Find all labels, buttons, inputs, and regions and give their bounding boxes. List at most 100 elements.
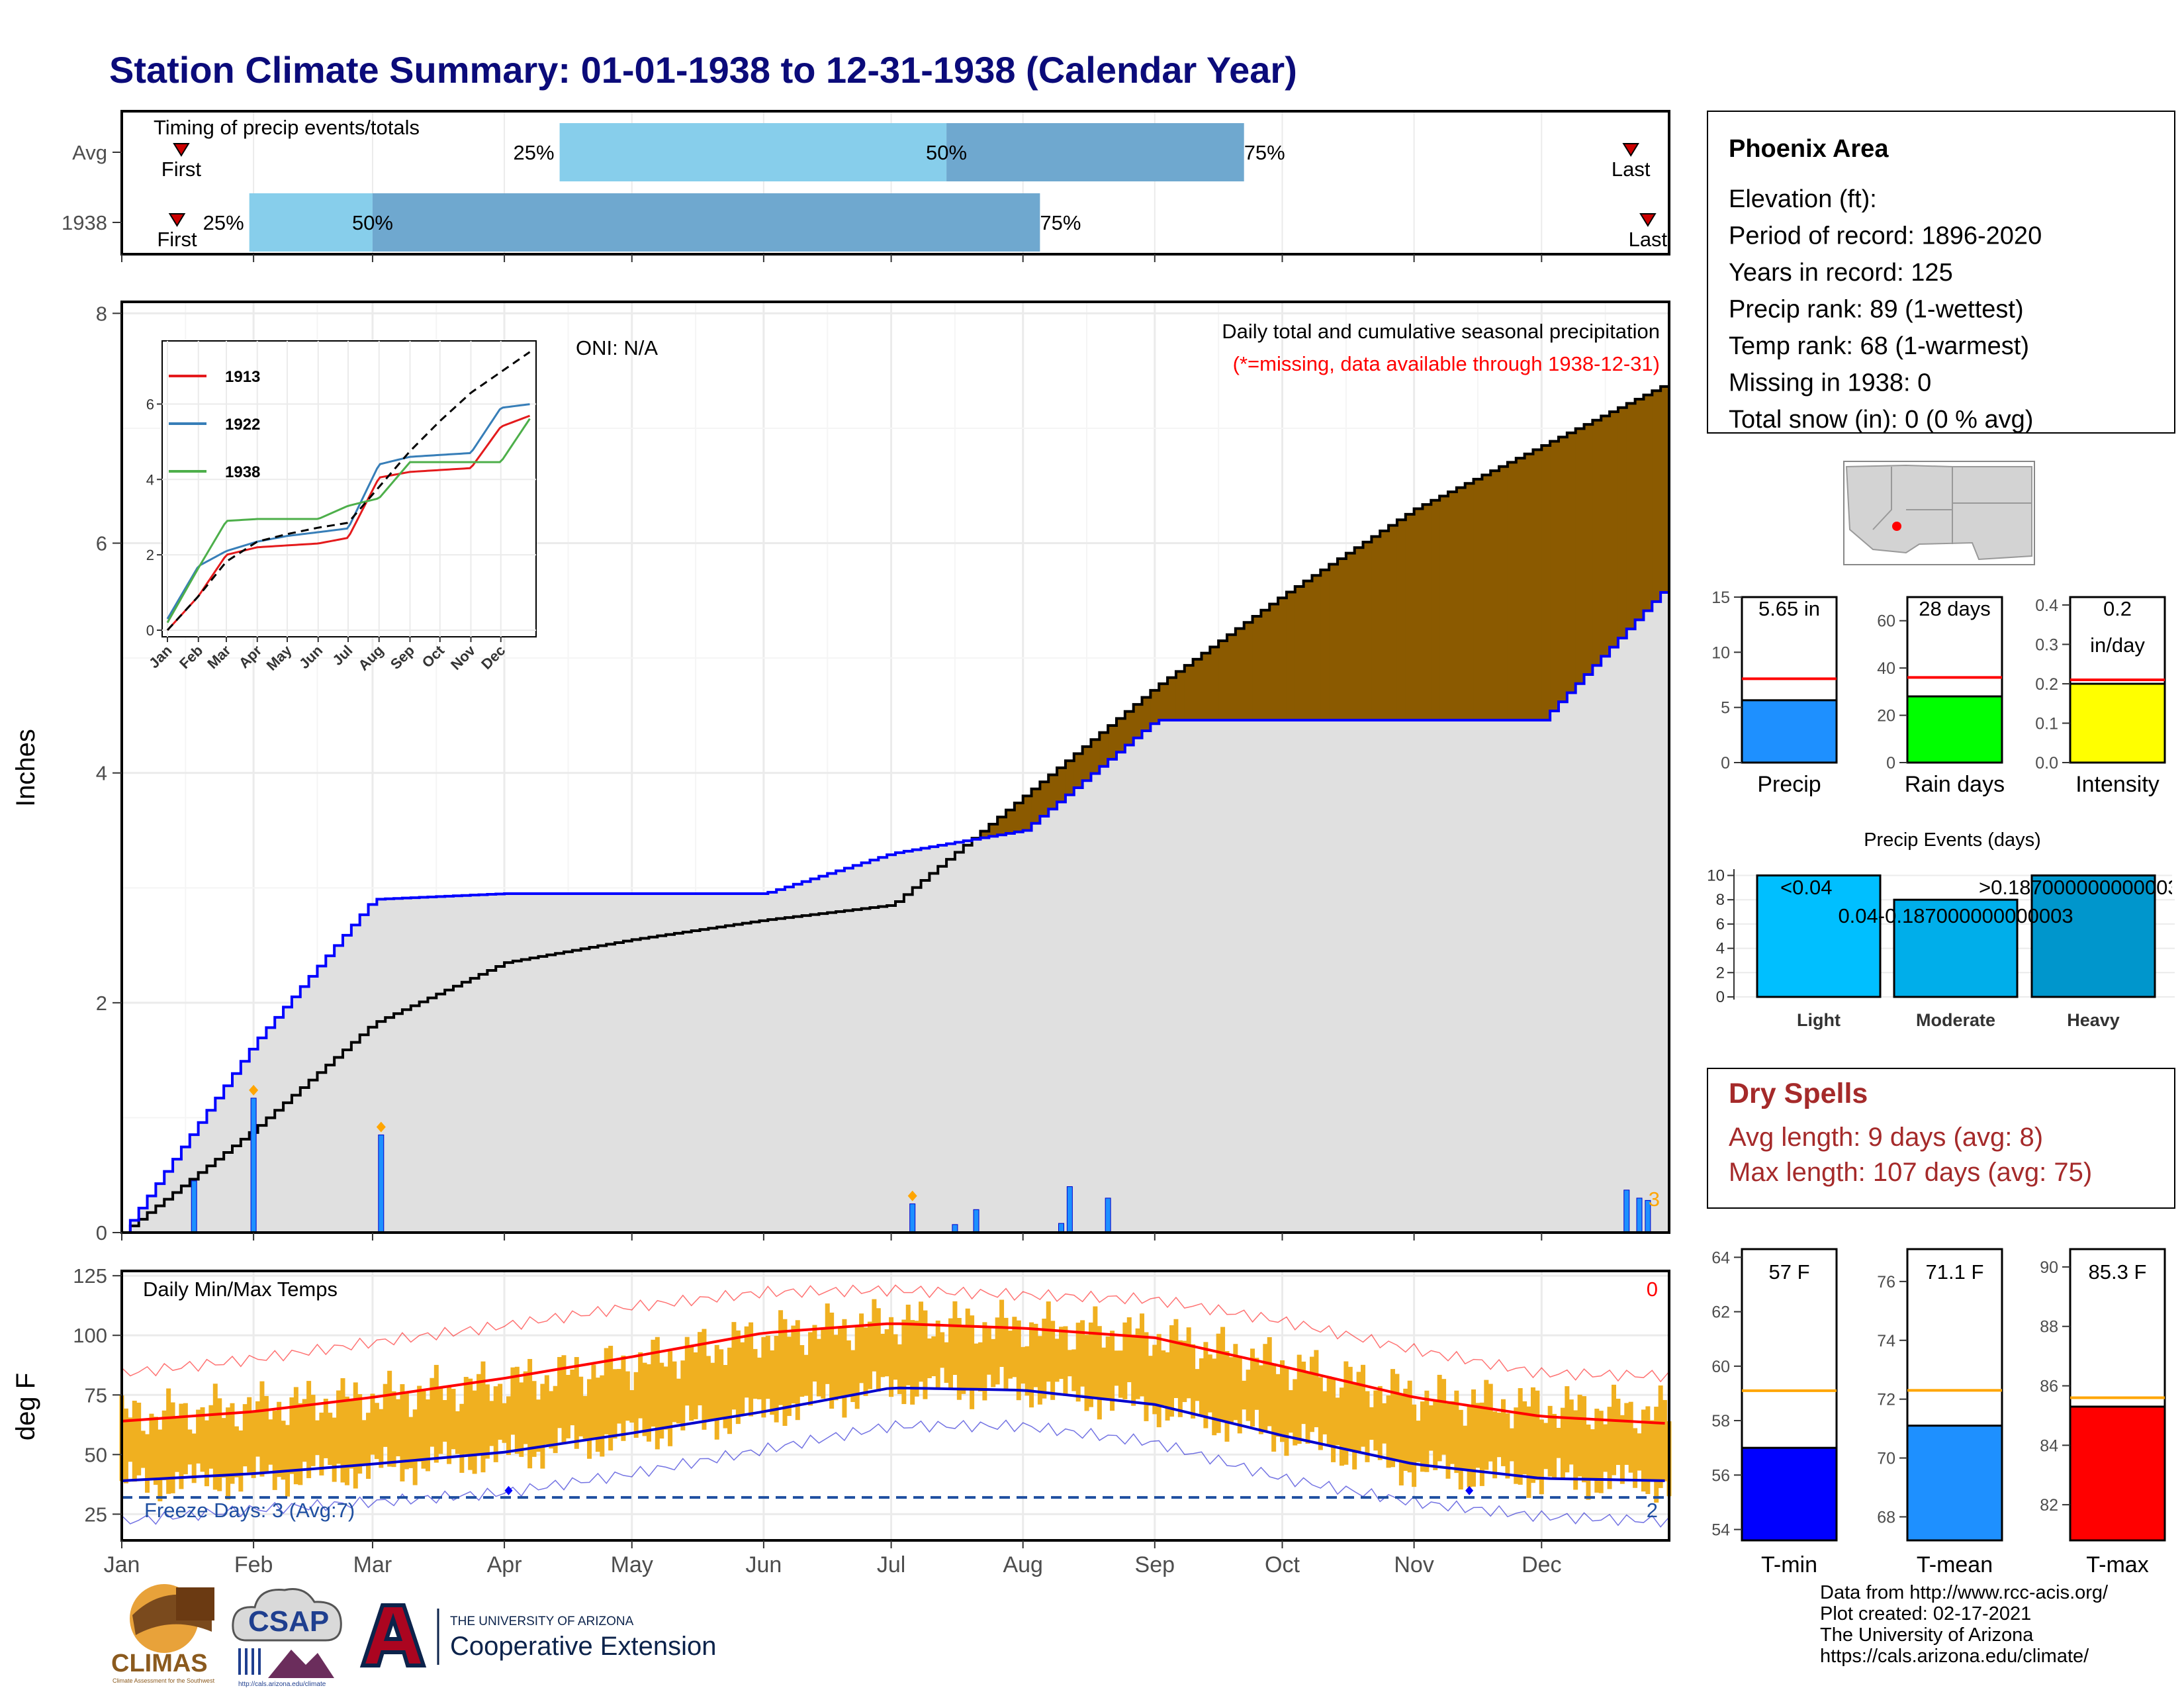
daily-precip-bar — [191, 1180, 197, 1233]
timing-row-label: 1938 — [62, 211, 107, 234]
ua-logo: THE UNIVERSITY OF ARIZONA Cooperative Ex… — [359, 1603, 716, 1667]
daily-temp-bar — [1445, 1403, 1451, 1479]
daily-temp-bar — [1654, 1407, 1659, 1503]
daily-temp-bar — [1156, 1334, 1161, 1428]
precip-y-label: Inches — [11, 729, 40, 807]
precip-events — [191, 1084, 1651, 1233]
temp-summary-y-tick-label: 68 — [1877, 1508, 1895, 1526]
daily-temp-bar — [1250, 1348, 1255, 1427]
daily-temp-bar — [1649, 1420, 1655, 1481]
daily-temp-bar — [433, 1364, 439, 1463]
footer-line: Plot created: 02-17-2021 — [1820, 1603, 2032, 1624]
temp-y-tick-label: 75 — [85, 1383, 107, 1407]
deficit-segment — [1541, 445, 1551, 720]
daily-temp-bar — [1144, 1332, 1149, 1421]
daily-temp-bar — [421, 1391, 426, 1469]
daily-temp-bar — [1514, 1407, 1519, 1484]
timing-last-label: Last — [1612, 158, 1651, 181]
deficit-segment — [1014, 803, 1024, 832]
station-info: Phoenix Area Elevation (ft): Period of re… — [1707, 111, 2175, 434]
daily-temp-bar — [1263, 1344, 1268, 1431]
daily-temp-bar — [1428, 1405, 1433, 1451]
summary-y-tick-label: 5 — [1721, 699, 1730, 718]
inset-line-1913 — [166, 414, 531, 632]
station-detail-line: Elevation (ft): — [1729, 185, 1877, 213]
daily-temp-bar — [1398, 1395, 1404, 1485]
daily-temp-bar — [1284, 1368, 1289, 1456]
daily-temp-bar — [1573, 1410, 1578, 1490]
daily-temp-bar — [608, 1346, 614, 1451]
deficit-segment — [1559, 437, 1568, 702]
daily-temp-bar — [412, 1409, 418, 1485]
temp-y-axis: 25 50 75 100 125 — [73, 1264, 122, 1526]
daily-temp-bar — [1386, 1395, 1391, 1468]
timing-q50-q75-bar — [946, 123, 1244, 181]
daily-temp-bar — [1347, 1366, 1353, 1450]
precip-y-tick-label: 4 — [96, 762, 107, 785]
events-y-tick-label: 6 — [1716, 915, 1725, 933]
timing-q50-q75-bar — [372, 193, 1040, 252]
daily-temp-bar — [1615, 1398, 1621, 1466]
daily-temp-bar — [846, 1340, 851, 1397]
daily-temp-bar — [1148, 1356, 1153, 1406]
summary-bar-label: Intensity — [2075, 772, 2160, 797]
daily-temp-bar — [1126, 1317, 1132, 1383]
summary-y-tick-label: 0.0 — [2035, 754, 2058, 773]
daily-temp-bar — [1377, 1385, 1383, 1460]
oni-label: ONI: N/A — [576, 336, 658, 359]
daily-temp-bar — [1633, 1428, 1638, 1488]
daily-temp-bar — [735, 1330, 741, 1425]
daily-temp-bar — [651, 1339, 656, 1427]
daily-temp-bar — [1280, 1360, 1285, 1442]
extreme-event-marker — [249, 1084, 259, 1096]
daily-temp-bar — [1603, 1424, 1608, 1472]
daily-temp-bar — [1131, 1335, 1136, 1406]
freeze-days-label: Freeze Days: 3 (Avg:7) — [144, 1499, 355, 1522]
daily-temp-bar — [1569, 1399, 1574, 1465]
daily-temp-bar — [1237, 1356, 1242, 1434]
daily-temp-bar — [1084, 1335, 1089, 1411]
daily-temp-bar — [357, 1394, 363, 1474]
daily-temp-bar — [850, 1350, 856, 1402]
footer-line: https://cals.arizona.edu/climate/ — [1820, 1646, 2089, 1667]
daily-temp-bar — [208, 1405, 214, 1469]
daily-temp-bar — [447, 1385, 452, 1464]
daily-temp-bar — [884, 1329, 889, 1377]
timing-q75-label: 75% — [1244, 141, 1285, 164]
daily-temp-bar — [1598, 1411, 1604, 1493]
deficit-segment — [1218, 641, 1228, 720]
daily-temp-bar — [1042, 1319, 1047, 1399]
daily-temp-bar — [578, 1376, 584, 1436]
deficit-segment — [1303, 581, 1313, 720]
deficit-segment — [1592, 420, 1602, 666]
daily-temp-bar — [1433, 1400, 1438, 1470]
events-clip-mask — [2172, 849, 2181, 896]
station-detail-line: Missing in 1938: 0 — [1729, 369, 1931, 397]
daily-temp-bar — [1547, 1405, 1553, 1477]
daily-temp-bar — [353, 1382, 358, 1489]
deficit-segment — [1516, 458, 1525, 720]
daily-temp-bar — [587, 1379, 592, 1459]
daily-temp-bar — [995, 1317, 1000, 1385]
daily-temp-bar — [391, 1391, 396, 1468]
daily-temp-bar — [1024, 1346, 1030, 1396]
daily-temp-bar — [1467, 1405, 1472, 1487]
daily-temp-bar — [803, 1354, 809, 1396]
timing-first-label: First — [157, 228, 197, 251]
deficit-segment — [1456, 487, 1466, 720]
daily-temp-bar — [514, 1366, 520, 1454]
precip-frame — [120, 301, 1670, 1234]
deficit-segment — [1567, 432, 1576, 693]
daily-temp-bar — [684, 1336, 690, 1406]
daily-temp-bar — [510, 1367, 516, 1435]
deficit-segment — [1363, 541, 1372, 720]
temp-count-top: 0 — [1647, 1278, 1658, 1301]
record-max-line — [121, 1284, 1670, 1383]
daily-temp-bar — [259, 1381, 265, 1477]
daily-temp-bar — [1182, 1340, 1187, 1403]
freeze-day-marker — [1465, 1485, 1474, 1495]
deficit-segment — [1133, 704, 1143, 738]
daily-temp-bar — [621, 1355, 626, 1441]
daily-temp-bar — [646, 1364, 651, 1442]
daily-temp-bar — [1454, 1390, 1459, 1474]
